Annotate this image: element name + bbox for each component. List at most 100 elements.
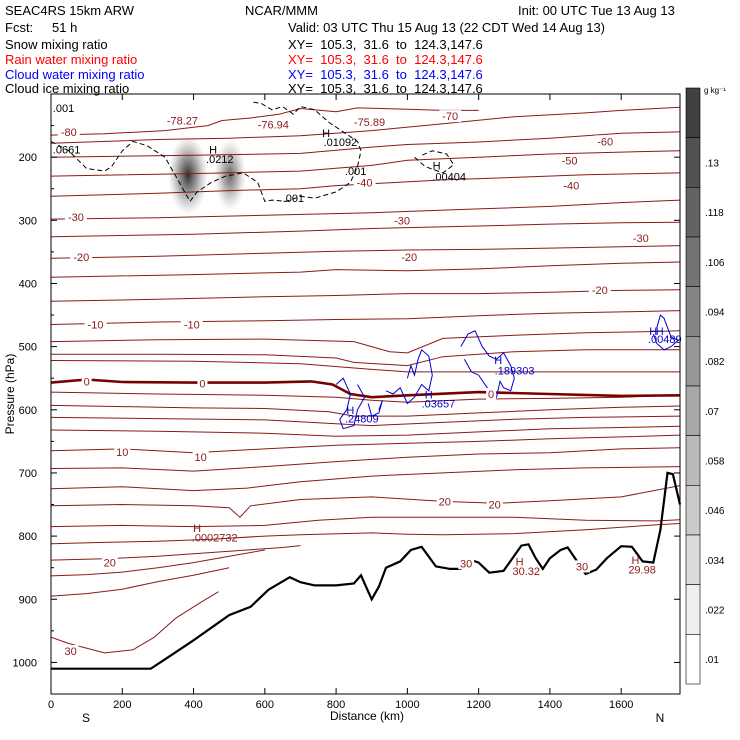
colorbar-swatch (685, 485, 701, 536)
cloud-water-contour (385, 348, 433, 405)
isotherm-label-bg (101, 556, 118, 569)
cloud-water-contour (367, 400, 383, 417)
isotherm-line (51, 106, 680, 144)
isotherm-label: 0 (84, 376, 90, 388)
y-tick-label: 400 (19, 278, 37, 290)
legend-cloud-water-label: Cloud water mixing ratio (5, 67, 145, 82)
isotherm-label-bg (458, 557, 475, 570)
y-tick-label: 600 (19, 405, 37, 417)
x-tick-label: 1200 (466, 699, 490, 711)
isotherm-label-bg (629, 232, 652, 244)
isotherm-label: -40 (357, 177, 373, 189)
cloud-water-contour (460, 330, 515, 399)
isotherm-label-bg (81, 375, 92, 388)
isotherm-line (51, 591, 219, 654)
colorbar-swatch (685, 435, 701, 486)
colorbar-tick-label: .07 (705, 407, 719, 418)
y-tick-label: 1000 (13, 657, 37, 669)
high-marker: H (516, 556, 524, 568)
temperature-extremum-label: -75.89 (354, 117, 385, 129)
colorbar-tick-label: .13 (705, 159, 719, 170)
temperature-extremum-label: 29.98 (628, 565, 656, 577)
isotherm-label-bg (558, 154, 581, 167)
y-tick-label: 500 (19, 342, 37, 354)
plot-frame (50, 93, 681, 695)
forecast-hours: 51 h (52, 20, 78, 35)
x-tick-label: 200 (113, 699, 131, 711)
isotherm-label: -40 (563, 181, 579, 193)
x-tick-label: 800 (327, 699, 345, 711)
isotherm-label-bg (594, 135, 617, 148)
colorbar-tick-label: .046 (705, 506, 725, 517)
high-marker: H (433, 160, 441, 172)
isotherm-label: -70 (442, 111, 458, 123)
x-tick-label: 600 (256, 699, 274, 711)
isotherm-label: 20 (104, 558, 116, 570)
isotherm-line (51, 549, 265, 577)
isotherm-label: -30 (68, 212, 84, 224)
temperature-extremum-label: -76.94 (258, 119, 289, 131)
model-title: SEAC4RS 15km ARW (5, 3, 135, 18)
isotherm-line (51, 485, 680, 518)
high-marker: H (494, 355, 502, 367)
isotherm-label-bg (573, 560, 590, 573)
isotherm-line (51, 466, 680, 492)
init-time: Init: 00 UTC Tue 13 Aug 13 (518, 3, 675, 18)
colorbar-swatch (685, 87, 701, 138)
cloud-water-value-label: .24809 (345, 414, 379, 426)
snow-value-label: .01092 (324, 137, 358, 149)
forecast-label: Fcst: (5, 20, 34, 35)
isotherm-line (51, 516, 680, 528)
north-end-label: N (656, 711, 665, 725)
isotherm-line (51, 107, 479, 136)
y-tick-label: 800 (19, 531, 37, 543)
x-tick-label: 400 (184, 699, 202, 711)
isotherm-label: -20 (592, 285, 608, 297)
colorbar-swatch (685, 385, 701, 436)
snow-contour-layer (51, 101, 455, 203)
isotherm-label: -50 (562, 155, 578, 167)
high-marker: H (193, 523, 201, 535)
isotherm-label: -30 (394, 215, 410, 227)
x-tick-label: 1000 (395, 699, 419, 711)
snow-shading (168, 135, 246, 215)
colorbar-swatch (685, 236, 701, 287)
zero-isotherm-line (51, 378, 680, 399)
isotherm-label-bg (192, 451, 209, 464)
snow-value-label: .0661 (53, 145, 81, 157)
high-marker: H (425, 390, 433, 402)
legend-cloud-ice-label: Cloud ice mixing ratio (5, 81, 130, 96)
cloud-water-value-label: .03657 (422, 398, 456, 410)
y-tick-label: 700 (19, 468, 37, 480)
isotherm-label-bg (398, 250, 421, 263)
colorbar-tick-label: .082 (705, 357, 725, 368)
isotherm-label-bg (391, 214, 414, 227)
temperature-extremum-label: .0002732 (192, 532, 238, 544)
cloud-water-contour (335, 377, 366, 430)
legend-cloud-water-xy: XY= 105.3, 31.6 to 124.3,147.6 (288, 67, 483, 82)
y-tick-label: 200 (19, 152, 37, 164)
isotherm-label: -60 (597, 136, 613, 148)
isotherm-label: 20 (489, 500, 501, 512)
isotherm-label-bg (114, 446, 131, 459)
isotherm-label-bg (70, 250, 93, 263)
isotherm-label: -30 (633, 233, 649, 245)
axes-layer: 0 200 400 600 800 1000 1200 1400 160020030040050… (3, 94, 680, 725)
isotherm-line (51, 221, 680, 238)
colorbar-unit-label: g kg⁻¹ (704, 86, 726, 95)
snow-value-label: .0212 (206, 154, 234, 166)
isotherm-label-bg (439, 110, 462, 123)
isotherm-label: -20 (73, 252, 89, 264)
y-tick-label: 300 (19, 215, 37, 227)
isotherm-label: 30 (460, 558, 472, 570)
label-layer: -80 -70 -60 -50 -40 -40 -30 -30 -30 -20 -20 -20 -10 -… (53, 103, 682, 658)
snow-value-label: .001 (283, 193, 304, 205)
isotherm-label: -10 (184, 320, 200, 332)
isotherm-label: -80 (61, 127, 77, 139)
high-marker: H (322, 128, 330, 140)
legend-cloud-ice-xy: XY= 105.3, 31.6 to 124.3,147.6 (288, 81, 483, 96)
snow-value-label: .00404 (432, 172, 466, 184)
valid-time: Valid: 03 UTC Thu 15 Aug 13 (22 CDT Wed … (288, 20, 606, 35)
y-axis-label: Pressure (hPa) (3, 354, 17, 435)
